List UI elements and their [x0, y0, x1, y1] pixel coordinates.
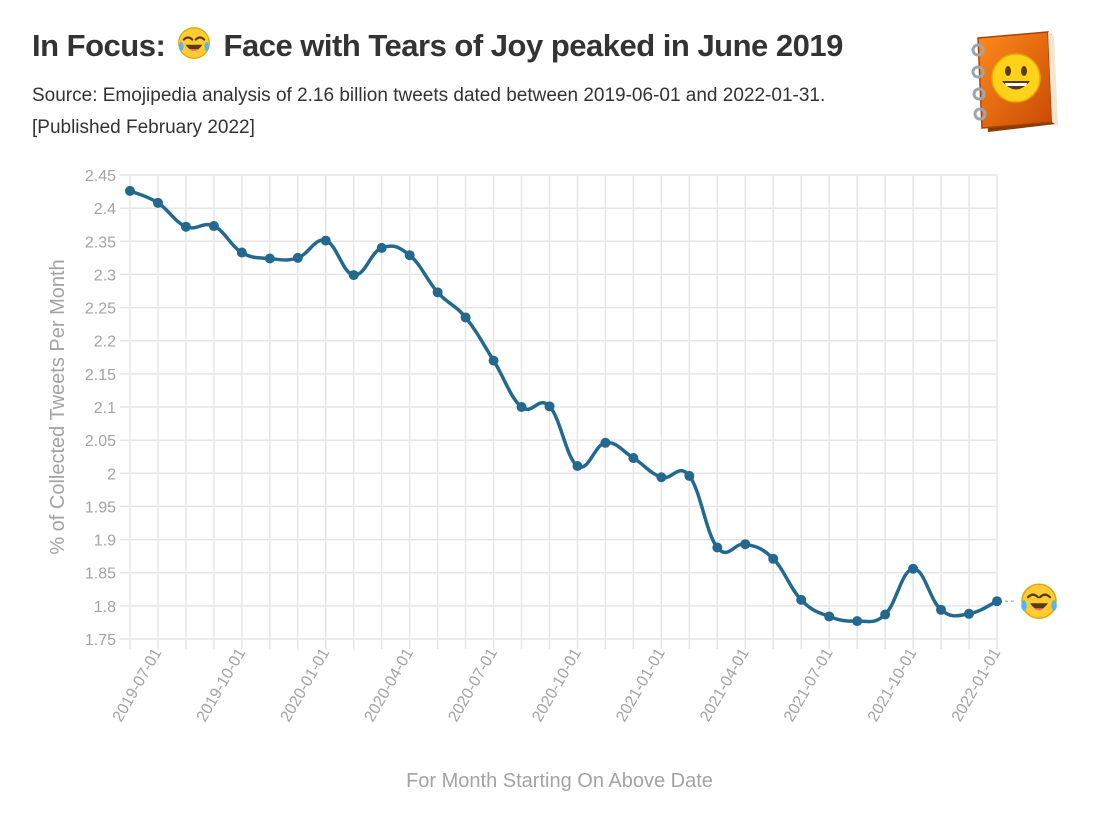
y-tick-label: 2.45 [85, 168, 116, 185]
data-point [824, 611, 835, 622]
x-tick-label: 2022-01-01 [949, 645, 1005, 724]
grid-layer [120, 174, 998, 649]
data-point [796, 594, 807, 605]
x-tick-label: 2021-10-01 [865, 645, 921, 724]
x-tick-label: 2021-07-01 [781, 645, 837, 724]
data-point [768, 553, 779, 564]
y-tick-label: 2.3 [94, 267, 116, 284]
data-point [740, 539, 751, 550]
emojipedia-book-icon [966, 28, 1066, 143]
x-tick-label: 2019-07-01 [110, 645, 166, 724]
data-point [320, 235, 331, 246]
data-point [712, 542, 723, 553]
y-tick-label: 2.35 [85, 234, 116, 251]
data-point [460, 312, 471, 323]
data-point [152, 197, 163, 208]
face-with-tears-of-joy-icon [1021, 583, 1057, 619]
data-point [376, 242, 387, 253]
data-point [964, 608, 975, 619]
data-points [125, 185, 1002, 627]
y-tick-label: 1.75 [85, 632, 116, 649]
data-point [992, 596, 1002, 607]
x-tick-label: 2020-10-01 [529, 645, 585, 724]
x-tick-label: 2020-04-01 [361, 645, 417, 724]
data-point [544, 401, 555, 412]
y-tick-label: 2.05 [85, 433, 116, 450]
x-tick-label: 2020-01-01 [278, 645, 334, 724]
y-tick-labels: 1.75 1.8 1.85 1.9 1.95 2 2.05 2.1 2.15 2.2 2.25 2.3… [85, 168, 116, 649]
data-point [432, 287, 443, 298]
data-point [880, 609, 891, 620]
x-axis-title: For Month Starting On Above Date [406, 770, 713, 792]
y-tick-label: 1.95 [85, 499, 116, 516]
data-point [180, 221, 191, 232]
x-tick-labels: 2019-07-01 2019-10-01 2020-01-01 2020-04-01… [110, 645, 1005, 724]
subtitle-source: Source: Emojipedia analysis of 2.16 bill… [32, 85, 826, 106]
data-point [628, 453, 639, 464]
data-point [600, 437, 611, 448]
y-tick-label: 1.9 [94, 533, 116, 550]
y-tick-label: 2.1 [94, 400, 116, 417]
data-point [125, 185, 135, 196]
x-tick-label: 2021-04-01 [697, 645, 753, 724]
x-tick-label: 2021-01-01 [613, 645, 669, 724]
data-point [236, 247, 247, 258]
y-tick-label: 2.25 [85, 301, 116, 318]
data-point [292, 252, 303, 263]
chart-title: In Focus: Face with Tears of Joy peaked … [32, 26, 843, 68]
data-point [852, 616, 863, 627]
data-point [936, 604, 947, 615]
title-prefix: In Focus: [32, 28, 166, 63]
data-point [908, 563, 919, 574]
y-axis-title: % of Collected Tweets Per Month [47, 259, 69, 554]
data-point [656, 472, 667, 483]
data-point [488, 355, 499, 366]
y-tick-label: 2.4 [94, 201, 116, 218]
title-suffix: Face with Tears of Joy peaked in June 20… [223, 28, 844, 63]
y-tick-label: 1.85 [85, 566, 116, 583]
y-tick-label: 1.8 [94, 599, 116, 616]
x-tick-label: 2020-07-01 [445, 645, 501, 724]
y-tick-label: 2.2 [94, 334, 116, 351]
y-tick-label: 2.15 [85, 367, 116, 384]
data-point [264, 253, 275, 264]
y-tick-label: 2 [107, 466, 116, 483]
face-with-tears-of-joy-icon [177, 26, 211, 68]
data-point [404, 250, 415, 261]
data-point [208, 221, 219, 232]
data-point [572, 460, 583, 471]
subtitle-published: [Published February 2022] [32, 117, 255, 138]
data-point [684, 470, 695, 481]
data-point [348, 270, 359, 281]
data-point [516, 402, 527, 412]
chart-subtitle: Source: Emojipedia analysis of 2.16 bill… [32, 80, 952, 144]
x-tick-label: 2019-10-01 [194, 645, 250, 724]
